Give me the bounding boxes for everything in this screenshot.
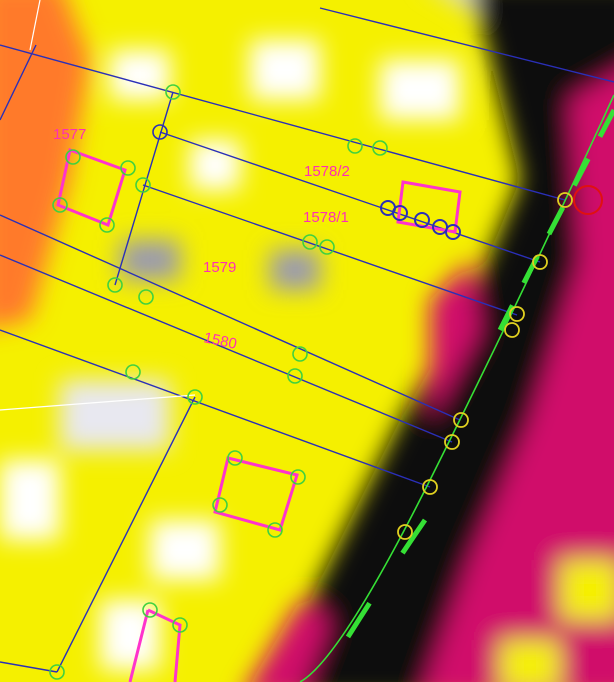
parcel-label: 1578/2	[304, 163, 350, 180]
parcel-labels: 1577 1578/2 1578/1 1579 1580	[53, 126, 350, 353]
parcel-label: 1577	[53, 126, 86, 143]
buildings	[56, 148, 462, 682]
parcel-label: 1579	[203, 259, 236, 276]
parcel-label: 1580	[202, 329, 238, 353]
survey-points	[49, 84, 603, 680]
parcel-label: 1578/1	[303, 209, 349, 226]
